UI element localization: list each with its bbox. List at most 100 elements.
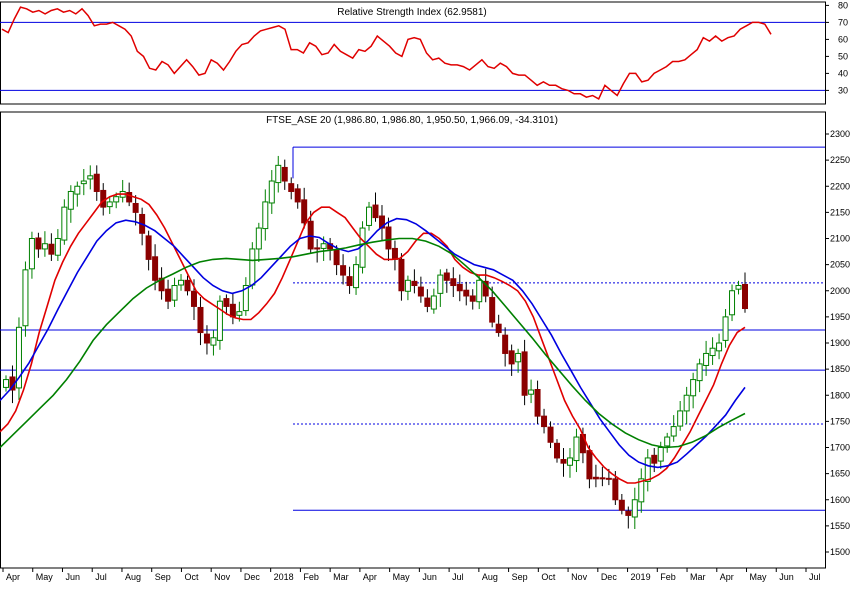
candle-body xyxy=(476,279,483,303)
x-tick-label: Jun xyxy=(779,572,794,582)
candle-body xyxy=(236,311,243,316)
candle-body xyxy=(638,478,645,503)
x-tick-label: Jul xyxy=(809,572,821,582)
rsi-panel: 30 40 50 60 70 80 xyxy=(0,0,848,105)
candle-body xyxy=(482,280,489,297)
rsi-frame xyxy=(0,1,826,105)
candle-body xyxy=(294,188,301,203)
candle-body xyxy=(554,442,561,459)
candle-body xyxy=(573,436,580,462)
candle-body xyxy=(722,316,729,341)
candle-body xyxy=(152,256,159,281)
price-frame xyxy=(0,111,826,569)
x-tick-label: Aug xyxy=(482,572,498,582)
candle-body xyxy=(158,277,165,292)
rsi-tick-label: 50 xyxy=(838,51,848,61)
x-tick-label: May xyxy=(36,572,54,582)
candle-body xyxy=(255,227,262,250)
candle-body xyxy=(333,248,340,266)
candle-body xyxy=(210,337,217,346)
candle-body xyxy=(346,276,353,287)
x-tick-label: May xyxy=(393,572,411,582)
x-tick-label: May xyxy=(750,572,768,582)
price-tick-label: 2200 xyxy=(830,181,850,191)
candle-body xyxy=(165,288,172,302)
candle-body xyxy=(366,206,373,226)
candle-body xyxy=(54,238,61,256)
candle-body xyxy=(508,350,515,365)
price-tick-label: 1650 xyxy=(830,469,850,479)
candle-body xyxy=(262,201,269,230)
x-tick-label: Jun xyxy=(422,572,437,582)
candle-body xyxy=(417,286,424,297)
rsi-line xyxy=(1,6,772,100)
price-title: FTSE_ASE 20 (1,986.80, 1,986.80, 1,950.5… xyxy=(266,115,558,126)
x-tick-label: Feb xyxy=(660,572,676,582)
x-tick-label: Mar xyxy=(690,572,706,582)
candle-body xyxy=(100,189,107,208)
candle-body xyxy=(411,280,418,287)
candle-body xyxy=(528,389,535,395)
rsi-tick-label: 60 xyxy=(838,34,848,44)
price-tick-label: 1850 xyxy=(830,364,850,374)
candle-body xyxy=(709,347,716,357)
candle-body xyxy=(242,285,249,312)
candle-body xyxy=(463,289,470,297)
candle-body xyxy=(281,166,288,182)
rsi-tick-label: 30 xyxy=(838,85,848,95)
candle-body xyxy=(670,426,677,437)
price-tick-label: 2150 xyxy=(830,207,850,217)
candle-body xyxy=(340,265,347,276)
candle-body xyxy=(541,415,548,428)
price-tick-label: 1750 xyxy=(830,416,850,426)
candle-body xyxy=(22,269,29,327)
candle-body xyxy=(197,306,204,334)
candle-body xyxy=(132,202,139,213)
candle-body xyxy=(3,379,9,388)
candle-body xyxy=(716,342,723,352)
candle-body xyxy=(430,295,437,310)
price-tick-label: 2100 xyxy=(830,234,850,244)
candle-body xyxy=(106,201,113,208)
candle-body xyxy=(651,454,658,464)
x-tick-label: Jul xyxy=(452,572,464,582)
x-tick-label: Mar xyxy=(333,572,349,582)
candle-body xyxy=(61,206,68,241)
candle-body xyxy=(398,258,405,292)
candle-body xyxy=(178,279,185,286)
candle-body xyxy=(113,196,120,203)
candle-body xyxy=(495,323,502,334)
price-tick-label: 1600 xyxy=(830,495,850,505)
x-tick-label: Oct xyxy=(541,572,556,582)
candle-body xyxy=(307,220,314,250)
candle-body xyxy=(521,351,528,396)
x-tick-label: Nov xyxy=(571,572,588,582)
candle-body xyxy=(424,297,431,307)
price-tick-label: 1500 xyxy=(830,547,850,557)
candle-body xyxy=(171,285,178,301)
candle-body xyxy=(618,499,625,511)
x-tick-label: Feb xyxy=(303,572,319,582)
candle-body xyxy=(450,278,457,287)
price-tick-label: 2000 xyxy=(830,286,850,296)
candle-body xyxy=(547,426,554,443)
x-tick-label: Jun xyxy=(65,572,80,582)
price-tick-label: 1900 xyxy=(830,338,850,348)
candle-body xyxy=(599,477,606,480)
candle-body xyxy=(443,272,450,281)
candle-body xyxy=(404,279,411,292)
rsi-tick-label: 80 xyxy=(838,0,848,10)
x-tick-label: Nov xyxy=(214,572,231,582)
price-tick-label: 1800 xyxy=(830,390,850,400)
price-tick-label: 2300 xyxy=(830,129,850,139)
candle-body xyxy=(566,457,573,466)
candle-body xyxy=(560,459,567,464)
candle-body xyxy=(35,237,42,250)
candle-body xyxy=(534,389,541,417)
candle-body xyxy=(184,279,191,292)
rsi-tick-label: 70 xyxy=(838,17,848,27)
x-tick-label: Apr xyxy=(6,572,20,582)
x-tick-label: Sep xyxy=(155,572,171,582)
candle-body xyxy=(249,248,256,286)
